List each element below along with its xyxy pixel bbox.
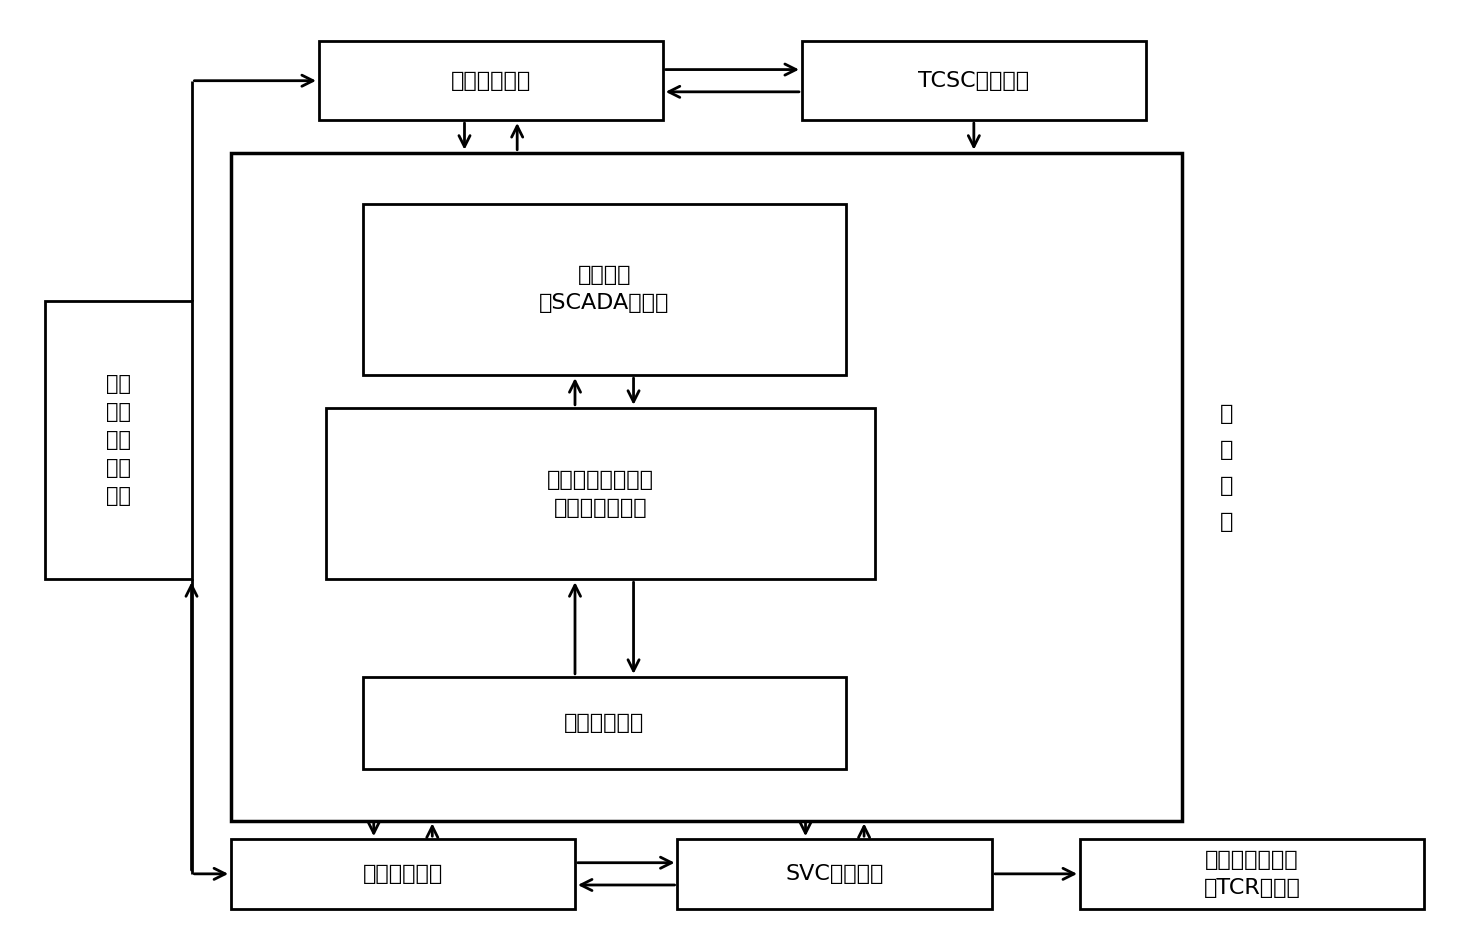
Bar — [327, 408, 874, 579]
Text: SVC控制单元: SVC控制单元 — [786, 864, 885, 884]
Text: 数据通讯系统: 数据通讯系统 — [564, 713, 645, 733]
Text: 第一联调系统: 第一联调系统 — [450, 71, 531, 91]
Bar — [231, 839, 576, 909]
Text: 相控电抗器回路
（TCR支路）: 相控电抗器回路 （TCR支路） — [1204, 850, 1300, 898]
Bar — [362, 677, 846, 769]
Bar — [231, 153, 1182, 821]
Text: 变电站综合自动化
系统（站控层）: 变电站综合自动化 系统（站控层） — [548, 470, 654, 518]
Bar — [802, 41, 1145, 120]
Text: TCSC控制单元: TCSC控制单元 — [919, 71, 1029, 91]
Bar — [46, 301, 191, 579]
Text: 鞍结
分岔
自适
应控
制器: 鞍结 分岔 自适 应控 制器 — [106, 374, 131, 506]
Bar — [362, 204, 846, 375]
Bar — [677, 839, 992, 909]
Text: 通
讯
通
道: 通 讯 通 道 — [1220, 404, 1234, 532]
Text: 第二联调系统: 第二联调系统 — [364, 864, 443, 884]
Text: 调度系统
（SCADA系统）: 调度系统 （SCADA系统） — [539, 266, 670, 314]
Bar — [1080, 839, 1423, 909]
Bar — [319, 41, 662, 120]
